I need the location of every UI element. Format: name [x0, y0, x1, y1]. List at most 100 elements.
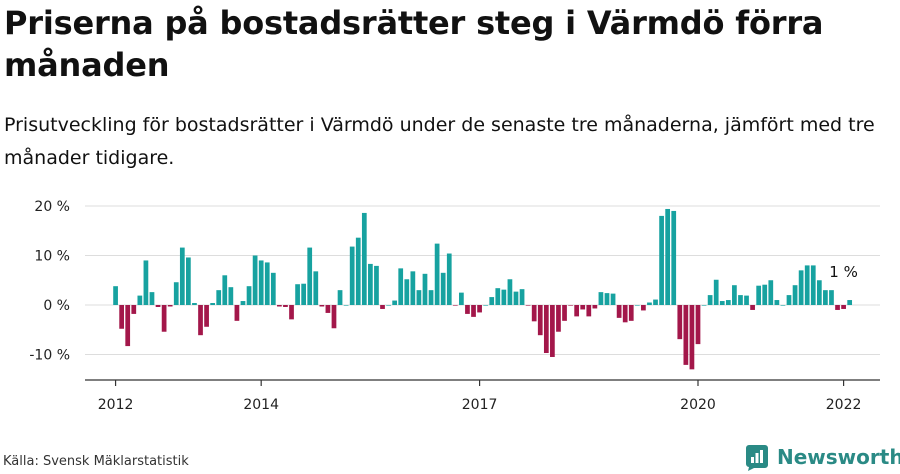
chart-subtitle: Prisutveckling för bostadsrätter i Värmd…: [4, 114, 875, 169]
bar: [616, 305, 622, 318]
bar: [804, 265, 810, 305]
bar: [289, 305, 294, 320]
bar: [835, 305, 840, 310]
bar: [829, 290, 834, 305]
chart-title: Priserna på bostadsrätter steg i Värmdö …: [4, 4, 824, 84]
bar: [489, 297, 495, 305]
bar: [264, 262, 270, 305]
bar: [519, 289, 525, 305]
x-tick-label: 2014: [243, 397, 279, 413]
bar: [422, 273, 428, 305]
bar: [465, 305, 470, 314]
bar: [816, 280, 822, 305]
bar: [325, 305, 331, 313]
bar: [756, 285, 762, 305]
bar: [562, 305, 567, 321]
bars: [113, 208, 853, 370]
x-tick-label: 2022: [826, 397, 862, 413]
bar: [683, 305, 689, 365]
bar: [550, 305, 555, 357]
bar: [507, 279, 513, 305]
bar: [416, 290, 422, 305]
bar: [113, 286, 118, 305]
bar: [380, 305, 385, 309]
bar: [634, 305, 640, 306]
bar: [319, 305, 325, 307]
newsworthy-logo-icon: [746, 445, 768, 471]
bar: [592, 305, 598, 309]
bar: [374, 265, 379, 305]
bar: [574, 305, 580, 317]
bar: [841, 305, 846, 309]
last-value-annotation: 1 %: [829, 263, 858, 281]
bar: [368, 263, 373, 305]
bar: [307, 247, 313, 305]
bar: [404, 279, 410, 305]
bar: [847, 300, 853, 305]
x-tick-label: 2012: [98, 397, 134, 413]
bar: [258, 260, 264, 305]
bar: [270, 272, 276, 305]
bar: [313, 271, 319, 305]
bar: [537, 305, 543, 336]
bar: [713, 279, 719, 305]
bar: [580, 305, 586, 310]
bar: [222, 275, 228, 305]
bar: [707, 295, 713, 305]
bar: [234, 305, 240, 321]
bar: [337, 290, 343, 305]
bar: [410, 271, 416, 305]
brand[interactable]: Newsworthy: [745, 440, 900, 474]
bar: [780, 305, 786, 306]
bar: [477, 305, 482, 313]
bar: [240, 301, 246, 305]
bar: [392, 300, 398, 305]
bar: [543, 305, 549, 354]
bar: [301, 283, 307, 305]
bar: [513, 291, 519, 305]
bar: [192, 303, 197, 305]
x-tick-label: 2017: [462, 397, 498, 413]
bar: [622, 305, 628, 323]
bar: [732, 285, 737, 305]
bar: [155, 305, 161, 307]
x-axis-ticks: 2012 2014 2017 2020 2022: [98, 380, 862, 413]
bar: [744, 295, 749, 305]
bar: [355, 237, 361, 305]
bar: [161, 305, 167, 332]
bar: [586, 305, 592, 317]
bar: [738, 295, 743, 305]
bar: [471, 305, 476, 317]
bar: [531, 305, 537, 322]
bar: [149, 292, 155, 305]
bar: [768, 280, 774, 305]
bar: [216, 290, 222, 305]
bar: [434, 243, 440, 305]
bar: [446, 253, 452, 305]
bar: [786, 295, 792, 305]
bar: [628, 305, 634, 321]
bar: [119, 305, 125, 329]
bar: [610, 293, 616, 305]
bar: [495, 288, 501, 305]
bar: [798, 270, 804, 305]
y-tick-label: 0 %: [43, 298, 70, 314]
bar: [204, 305, 209, 327]
y-tick-label: 10 %: [34, 249, 70, 265]
bar: [701, 305, 707, 306]
bar: [186, 257, 191, 305]
bar: [452, 305, 458, 306]
bar: [810, 265, 816, 305]
bar: [677, 305, 683, 340]
bar: [277, 305, 282, 307]
bar: [349, 246, 355, 305]
bar: [331, 305, 337, 329]
bar: [665, 208, 671, 305]
x-tick-label: 2020: [680, 397, 716, 413]
y-axis-ticks: 20 % 10 % 0 % -10 %: [29, 199, 70, 364]
bar: [246, 286, 252, 305]
bar: [398, 268, 404, 305]
bar: [459, 292, 464, 306]
bar: [525, 305, 531, 306]
